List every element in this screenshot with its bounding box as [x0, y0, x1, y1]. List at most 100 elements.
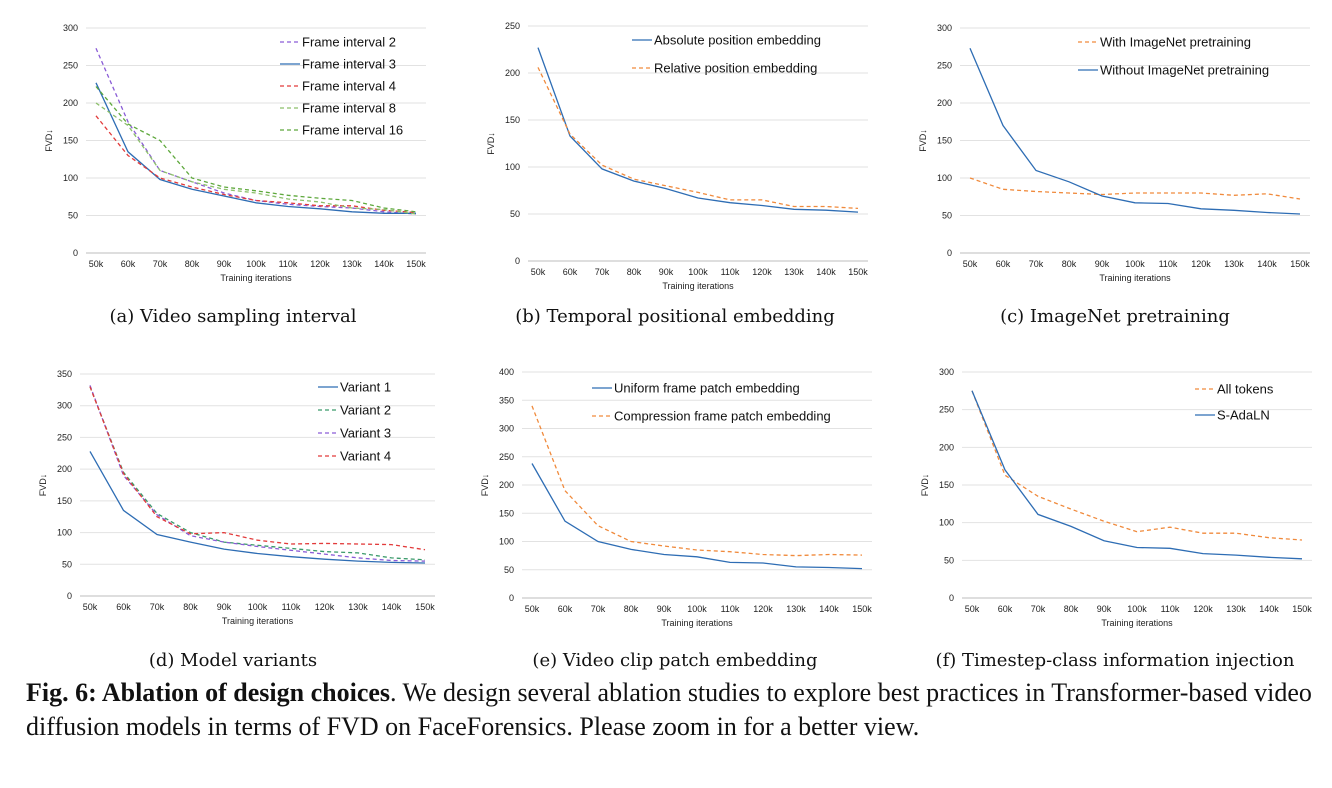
series-line — [89, 385, 426, 562]
y-axis-label: FVD↓ — [486, 132, 496, 155]
legend-label: Variant 4 — [340, 449, 391, 464]
x-tick-label: 140k — [374, 259, 394, 269]
legend-label: Absolute position embedding — [654, 33, 821, 48]
legend-label: Frame interval 16 — [302, 123, 403, 138]
x-tick-label: 130k — [786, 604, 806, 614]
y-tick-label: 300 — [63, 23, 78, 33]
x-tick-label: 150k — [852, 604, 872, 614]
x-tick-label: 140k — [816, 267, 836, 277]
x-tick-label: 100k — [246, 259, 266, 269]
x-tick-label: 70k — [1029, 259, 1044, 269]
x-tick-label: 70k — [1031, 604, 1046, 614]
x-tick-label: 150k — [848, 267, 868, 277]
y-tick-label: 150 — [937, 136, 952, 146]
series-line — [95, 86, 417, 213]
x-tick-label: 130k — [1224, 259, 1244, 269]
x-tick-label: 50k — [83, 602, 98, 612]
legend-label: Compression frame patch embedding — [614, 409, 831, 424]
x-axis-label: Training iterations — [662, 281, 734, 291]
series-line — [969, 177, 1301, 200]
x-tick-label: 100k — [1125, 259, 1145, 269]
subfigure-caption: (c) ImageNet pretraining — [1000, 306, 1230, 327]
x-tick-label: 120k — [310, 259, 330, 269]
x-tick-label: 60k — [563, 267, 578, 277]
y-tick-label: 250 — [499, 452, 514, 462]
chart-panel-1: 0 50 100 150 200 250 300 50k 60k 70k 80k 90k 100k 110… — [18, 8, 448, 338]
x-tick-label: 110k — [721, 267, 740, 277]
series-line — [95, 48, 417, 215]
x-tick-label: 150k — [1292, 604, 1312, 614]
y-tick-label: 200 — [499, 480, 514, 490]
series-line — [95, 82, 416, 214]
series-line — [95, 115, 417, 214]
y-tick-label: 100 — [939, 518, 954, 528]
y-tick-label: 200 — [937, 98, 952, 108]
x-tick-label: 80k — [1064, 604, 1079, 614]
x-tick-label: 60k — [121, 259, 136, 269]
series-line — [95, 102, 417, 215]
subfigure-caption: (f) Timestep-class information injection — [935, 650, 1295, 671]
figure-caption: Fig. 6: Ablation of design choices. We d… — [26, 678, 1312, 741]
y-tick-label: 300 — [937, 23, 952, 33]
subfigure-caption: (d) Model variants — [148, 650, 318, 671]
x-tick-label: 80k — [624, 604, 639, 614]
y-tick-label: 300 — [939, 367, 954, 377]
x-tick-label: 120k — [1191, 259, 1211, 269]
x-tick-label: 70k — [595, 267, 610, 277]
figure-title: Ablation of design choices — [101, 678, 391, 707]
y-tick-label: 100 — [505, 162, 520, 172]
y-tick-label: 250 — [939, 405, 954, 415]
chart-panel-2: 0 50 100 150 200 250 50k 60k 70k 80k 90k 100k 110k 12… — [460, 8, 890, 338]
x-tick-label: 140k — [1257, 259, 1277, 269]
y-axis-label: FVD↓ — [918, 129, 928, 152]
x-tick-label: 100k — [687, 604, 707, 614]
y-tick-label: 50 — [68, 211, 78, 221]
y-tick-label: 0 — [67, 591, 72, 601]
legend-label: With ImageNet pretraining — [1100, 35, 1251, 50]
x-tick-label: 50k — [89, 259, 104, 269]
x-axis-label: Training iterations — [222, 616, 294, 626]
subfigure-caption: (a) Video sampling interval — [109, 306, 357, 327]
y-tick-label: 200 — [505, 68, 520, 78]
y-tick-label: 0 — [515, 256, 520, 266]
legend-label: Variant 1 — [340, 380, 391, 395]
y-tick-label: 150 — [57, 496, 72, 506]
legend-label: Variant 3 — [340, 426, 391, 441]
chart-panel-4: 0 50 100 150 200 250 300 350 50k 60k 70k 80k 90k 100k… — [18, 352, 448, 682]
y-tick-label: 50 — [944, 555, 954, 565]
x-tick-label: 80k — [183, 602, 198, 612]
x-tick-label: 70k — [153, 259, 168, 269]
x-tick-label: 100k — [248, 602, 268, 612]
y-tick-label: 200 — [63, 98, 78, 108]
x-tick-label: 70k — [591, 604, 606, 614]
x-tick-label: 70k — [150, 602, 165, 612]
x-tick-label: 140k — [819, 604, 839, 614]
subfigure-caption: (e) Video clip patch embedding — [532, 650, 818, 671]
x-tick-label: 90k — [217, 259, 232, 269]
series-line — [89, 386, 426, 551]
chart-svg: 0 50 100 150 200 250 300 50k 60k 70k 80k 90k 100k 110… — [44, 23, 426, 283]
chart-svg: 0 50 100 150 200 250 50k 60k 70k 80k 90k 100k 110k 12… — [486, 21, 868, 291]
x-tick-label: 150k — [406, 259, 426, 269]
x-tick-label: 60k — [996, 259, 1011, 269]
y-tick-label: 150 — [505, 115, 520, 125]
x-tick-label: 100k — [1127, 604, 1147, 614]
chart-svg: 0 50 100 150 200 250 300 350 400 50k 60k 70k 80k 90k 1… — [480, 367, 872, 628]
chart-panel-6: 0 50 100 150 200 250 300 50k 60k 70k 80k 90k 100k 110… — [900, 352, 1330, 682]
series-line — [971, 390, 1303, 560]
chart-svg: 0 50 100 150 200 250 300 50k 60k 70k 80k 90k 100k 110… — [920, 367, 1312, 628]
x-tick-label: 130k — [348, 602, 368, 612]
y-tick-label: 100 — [57, 528, 72, 538]
legend-label: Variant 2 — [340, 403, 391, 418]
y-tick-label: 50 — [942, 211, 952, 221]
y-axis-label: FVD↓ — [44, 129, 54, 152]
legend-label: Without ImageNet pretraining — [1100, 63, 1269, 78]
series-line — [537, 67, 859, 210]
x-tick-label: 120k — [753, 604, 773, 614]
x-tick-label: 110k — [721, 604, 740, 614]
x-axis-label: Training iterations — [661, 618, 733, 628]
y-tick-label: 50 — [504, 565, 514, 575]
x-tick-label: 110k — [1161, 604, 1180, 614]
y-tick-label: 200 — [57, 464, 72, 474]
y-axis-label: FVD↓ — [480, 474, 490, 497]
